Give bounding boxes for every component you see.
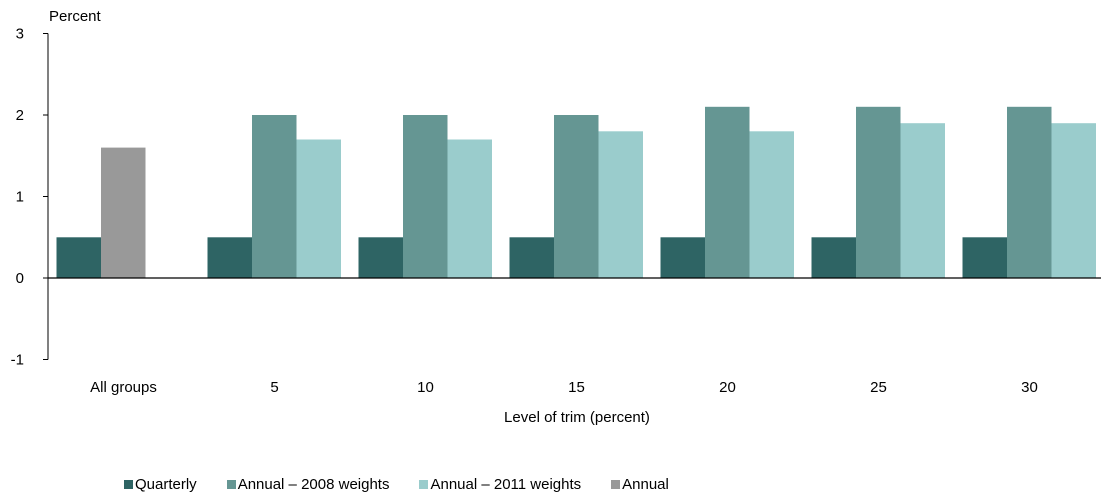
x-tick-label: 5 xyxy=(270,379,278,396)
legend-swatch xyxy=(226,479,236,489)
bar-annual-2008-weights-30 xyxy=(1007,106,1052,278)
legend-item: Annual xyxy=(611,476,669,493)
axes-group: All groups 5 10 15 20 25 30 -1 0 1 2 3 xyxy=(11,26,1101,396)
bars-group xyxy=(56,106,1096,279)
bar-annual-2008-weights-25 xyxy=(856,106,901,278)
legend-item: Annual – 2011 weights xyxy=(419,476,581,493)
x-tick-label: 20 xyxy=(719,379,736,396)
bar-annual-2011-weights-10 xyxy=(447,139,492,278)
legend-label: Annual – 2008 weights xyxy=(237,475,390,493)
x-axis-title: Level of trim (percent) xyxy=(504,409,650,426)
bar-quarterly-all-groups xyxy=(56,237,101,279)
x-tick-label: 15 xyxy=(568,379,585,396)
bar-annual-2011-weights-15 xyxy=(598,131,643,278)
bar-annual-2011-weights-20 xyxy=(749,131,794,278)
bar-annual-2008-weights-20 xyxy=(705,106,750,278)
y-axis-title: Percent xyxy=(49,8,102,25)
x-tick-label: 10 xyxy=(417,379,434,396)
x-tick-label: 25 xyxy=(870,379,887,396)
bar-quarterly-30 xyxy=(962,237,1007,279)
bar-annual-2011-weights-25 xyxy=(900,123,945,278)
y-tick-label: -1 xyxy=(11,352,24,369)
chart-legend: Quarterly Annual – 2008 weights Annual – 2… xyxy=(124,474,699,494)
bar-quarterly-15 xyxy=(509,237,554,279)
bar-annual-2008-weights-15 xyxy=(554,115,599,278)
legend-swatch xyxy=(419,479,429,489)
legend-item: Annual – 2008 weights xyxy=(226,475,390,493)
legend-label: Quarterly xyxy=(135,475,197,493)
bar-annual-all-groups xyxy=(101,147,146,278)
x-tick-label: All groups xyxy=(90,379,157,396)
y-tick-label: 2 xyxy=(16,107,24,124)
bar-annual-2008-weights-5 xyxy=(252,115,297,278)
bar-annual-2011-weights-30 xyxy=(1051,123,1096,278)
bar-quarterly-25 xyxy=(811,237,856,279)
bar-quarterly-5 xyxy=(207,237,252,279)
x-tick-label: 30 xyxy=(1021,379,1038,396)
y-tick-label: 3 xyxy=(16,26,24,43)
bar-annual-2011-weights-5 xyxy=(296,139,341,278)
legend-label: Annual xyxy=(622,475,669,493)
y-tick-label: 0 xyxy=(16,270,24,287)
legend-label: Annual – 2011 weights xyxy=(430,475,582,493)
y-tick-label: 1 xyxy=(16,189,24,206)
legend-item: Quarterly xyxy=(124,476,197,493)
bar-quarterly-20 xyxy=(660,237,705,279)
bar-annual-2008-weights-10 xyxy=(403,115,448,278)
legend-swatch xyxy=(124,479,133,489)
bar-quarterly-10 xyxy=(358,237,403,279)
legend-swatch xyxy=(611,479,621,489)
bar-chart: Percent All groups 5 10 15 20 25 30 -1 0 1 2 3 Leve… xyxy=(11,8,1101,426)
